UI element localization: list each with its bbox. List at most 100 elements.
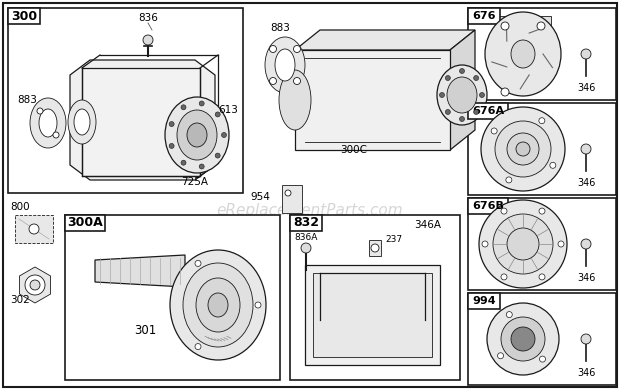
Circle shape: [581, 334, 591, 344]
Ellipse shape: [208, 293, 228, 317]
Text: 883: 883: [270, 23, 290, 33]
Polygon shape: [70, 60, 215, 180]
Circle shape: [445, 110, 450, 115]
Bar: [313, 273, 432, 357]
Bar: [65, 215, 280, 380]
Text: 300C: 300C: [340, 145, 367, 155]
Ellipse shape: [485, 12, 561, 96]
Circle shape: [293, 78, 301, 85]
Ellipse shape: [183, 263, 253, 347]
Ellipse shape: [39, 109, 57, 137]
Text: 954: 954: [250, 192, 270, 202]
Bar: [82, 68, 200, 176]
Bar: [468, 198, 508, 214]
Text: 346: 346: [577, 368, 595, 378]
Bar: [65, 215, 105, 231]
Circle shape: [501, 22, 509, 30]
Text: 346: 346: [577, 178, 595, 188]
Bar: [468, 198, 616, 290]
Text: 613: 613: [218, 105, 238, 115]
Circle shape: [479, 92, 484, 98]
Circle shape: [558, 241, 564, 247]
Circle shape: [491, 128, 497, 134]
Ellipse shape: [447, 77, 477, 113]
Bar: [468, 293, 500, 309]
Ellipse shape: [501, 317, 545, 361]
Circle shape: [221, 133, 226, 138]
Bar: [468, 103, 508, 119]
Ellipse shape: [516, 142, 530, 156]
Ellipse shape: [481, 107, 565, 191]
Text: 346: 346: [577, 273, 595, 283]
Circle shape: [539, 356, 546, 362]
Circle shape: [371, 244, 379, 252]
Circle shape: [37, 108, 43, 114]
Circle shape: [270, 46, 277, 53]
Text: 836A: 836A: [294, 234, 317, 243]
Text: 725A: 725A: [182, 177, 208, 187]
Polygon shape: [95, 255, 185, 287]
Circle shape: [143, 35, 153, 45]
Ellipse shape: [30, 98, 66, 148]
Bar: [468, 8, 500, 24]
Circle shape: [169, 144, 174, 149]
Circle shape: [53, 132, 59, 138]
Text: 346: 346: [577, 83, 595, 93]
Ellipse shape: [275, 49, 295, 81]
Circle shape: [539, 118, 545, 124]
Ellipse shape: [507, 133, 539, 165]
Ellipse shape: [265, 37, 305, 93]
Circle shape: [539, 274, 545, 280]
Circle shape: [539, 208, 545, 214]
Circle shape: [498, 353, 503, 359]
Text: 883: 883: [17, 95, 37, 105]
Circle shape: [255, 302, 261, 308]
Circle shape: [181, 105, 186, 110]
Ellipse shape: [187, 123, 207, 147]
Text: 832: 832: [293, 216, 319, 229]
Text: 676B: 676B: [472, 201, 504, 211]
Circle shape: [199, 164, 204, 169]
Text: 237: 237: [385, 236, 402, 245]
Text: 300: 300: [11, 9, 37, 23]
Bar: [282, 185, 302, 213]
Ellipse shape: [437, 65, 487, 125]
Circle shape: [474, 110, 479, 115]
Circle shape: [169, 122, 174, 127]
Bar: [305, 265, 440, 365]
Circle shape: [29, 224, 39, 234]
Text: 800: 800: [10, 202, 30, 212]
Bar: [8, 8, 40, 24]
Text: 836: 836: [138, 13, 158, 23]
Circle shape: [293, 46, 301, 53]
Polygon shape: [450, 30, 475, 150]
Ellipse shape: [170, 250, 266, 360]
Text: 676A: 676A: [472, 106, 504, 116]
Ellipse shape: [487, 303, 559, 375]
Text: 302: 302: [10, 295, 30, 305]
Bar: [290, 215, 322, 231]
Circle shape: [195, 261, 201, 266]
Text: eReplacementParts.com: eReplacementParts.com: [216, 202, 404, 218]
Ellipse shape: [493, 214, 553, 274]
Ellipse shape: [177, 110, 217, 160]
Circle shape: [25, 275, 45, 295]
Ellipse shape: [74, 109, 90, 135]
Circle shape: [537, 22, 545, 30]
Circle shape: [301, 243, 311, 253]
Circle shape: [501, 274, 507, 280]
Circle shape: [215, 153, 220, 158]
Circle shape: [459, 69, 464, 73]
Circle shape: [501, 208, 507, 214]
Bar: [495, 16, 551, 36]
Circle shape: [199, 101, 204, 106]
Circle shape: [270, 78, 277, 85]
Ellipse shape: [196, 278, 240, 332]
Ellipse shape: [507, 228, 539, 260]
Text: 994: 994: [472, 296, 496, 306]
Ellipse shape: [165, 97, 229, 173]
Ellipse shape: [511, 40, 535, 68]
Ellipse shape: [511, 327, 535, 351]
Circle shape: [215, 112, 220, 117]
Circle shape: [181, 160, 186, 165]
